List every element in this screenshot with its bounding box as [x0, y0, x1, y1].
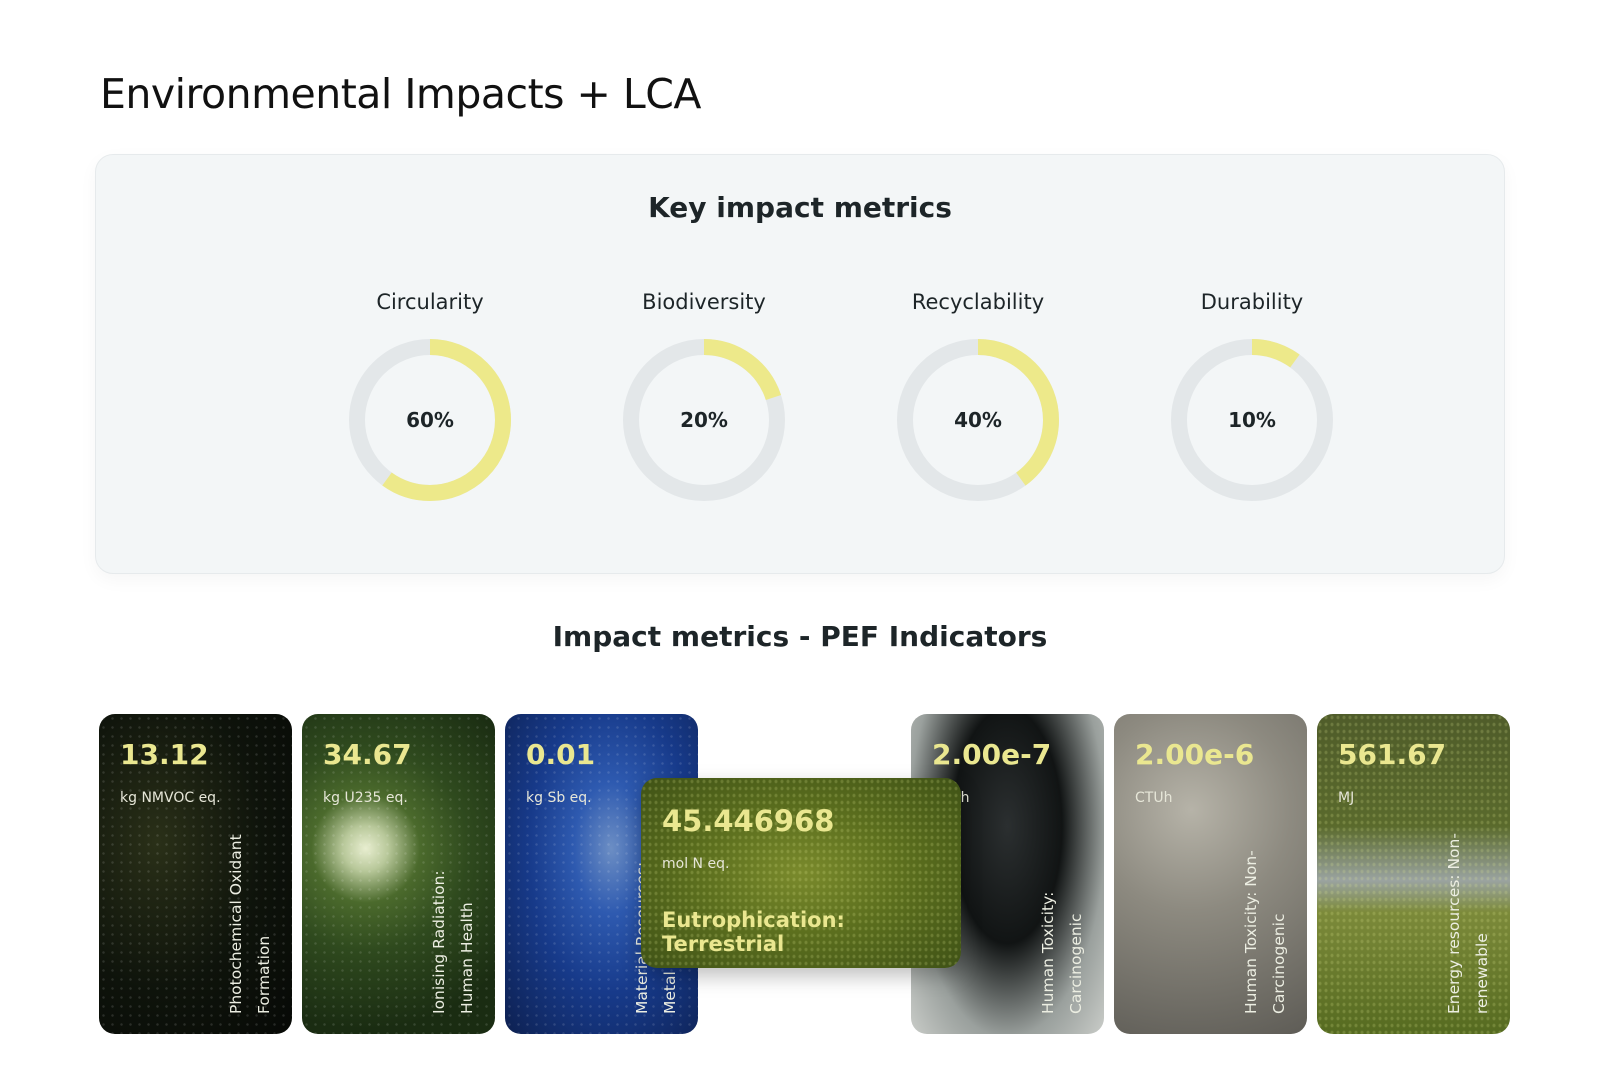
donut-ring: 10%	[1169, 337, 1335, 503]
donut-ring: 60%	[347, 337, 513, 503]
gauge-biodiversity: Biodiversity 20%	[604, 285, 804, 515]
donut-chart	[623, 339, 785, 501]
pef-section-title: Impact metrics - PEF Indicators	[552, 620, 1048, 653]
gauge-durability: Durability 10%	[1152, 285, 1352, 515]
card-value: 45.446968	[662, 804, 835, 838]
gauge-value: 40%	[954, 408, 1002, 432]
donut-chart	[897, 339, 1059, 501]
donut-fill	[897, 339, 1059, 501]
card-unit: kg NMVOC eq.	[120, 790, 221, 806]
donut-chart	[349, 339, 511, 501]
card-unit: mol N eq.	[662, 856, 730, 872]
card-value: 2.00e-6	[1135, 738, 1255, 771]
card-unit: kg U235 eq.	[323, 790, 408, 806]
donut-fill	[623, 339, 785, 501]
gauge-recyclability: Recyclability 40%	[878, 285, 1078, 515]
gauge-label: Circularity	[376, 290, 484, 314]
pef-card-photochemical[interactable]: 13.12 kg NMVOC eq. Photochemical Oxidant…	[99, 714, 292, 1034]
donut-chart	[1171, 339, 1333, 501]
gauge-value: 20%	[680, 408, 728, 432]
pef-card-energy-resources[interactable]: 561.67 MJ Energy resources: Non-renewabl…	[1317, 714, 1510, 1034]
card-name: Energy resources: Non-renewable	[1445, 833, 1491, 1014]
card-name: Photochemical Oxidant Formation	[227, 834, 273, 1014]
card-name: Human Toxicity: Non-Carcinogenic	[1242, 850, 1288, 1014]
pef-card-eutrophication-terrestrial[interactable]: 45.446968 mol N eq. Eutrophication: Terr…	[641, 778, 961, 968]
donut-fill	[349, 339, 511, 501]
card-name: Eutrophication: Terrestrial	[662, 908, 845, 956]
card-name: Ionising Radiation: Human Health	[430, 870, 476, 1014]
donut-ring: 40%	[895, 337, 1061, 503]
pef-card-ionising-radiation[interactable]: 34.67 kg U235 eq. Ionising Radiation: Hu…	[302, 714, 495, 1034]
gauge-value: 10%	[1228, 408, 1276, 432]
card-value: 0.01	[526, 738, 596, 771]
card-unit: MJ	[1338, 790, 1355, 806]
pef-card-human-toxicity-non-carcinogenic[interactable]: 2.00e-6 CTUh Human Toxicity: Non-Carcino…	[1114, 714, 1307, 1034]
card-texture	[99, 714, 292, 1034]
gauge-label: Durability	[1200, 290, 1304, 314]
card-value: 13.12	[120, 738, 209, 771]
card-value: 561.67	[1338, 738, 1447, 771]
gauge-label: Recyclability	[911, 290, 1045, 314]
key-metrics-title: Key impact metrics	[648, 191, 952, 224]
card-texture	[641, 778, 961, 968]
card-unit: CTUh	[1135, 790, 1173, 806]
page-title: Environmental Impacts + LCA	[100, 70, 701, 118]
key-metrics-panel: Key impact metrics Circularity 60% Biodi…	[95, 154, 1505, 574]
card-texture	[302, 714, 495, 1034]
gauge-circularity: Circularity 60%	[330, 285, 530, 515]
donut-ring: 20%	[621, 337, 787, 503]
gauge-label: Biodiversity	[642, 290, 766, 314]
card-texture	[1317, 714, 1510, 1034]
card-value: 34.67	[323, 738, 412, 771]
gauge-value: 60%	[406, 408, 454, 432]
card-name: Human Toxicity: Carcinogenic	[1039, 891, 1085, 1014]
donut-fill	[1171, 339, 1333, 501]
card-unit: kg Sb eq.	[526, 790, 592, 806]
card-value: 2.00e-7	[932, 738, 1052, 771]
